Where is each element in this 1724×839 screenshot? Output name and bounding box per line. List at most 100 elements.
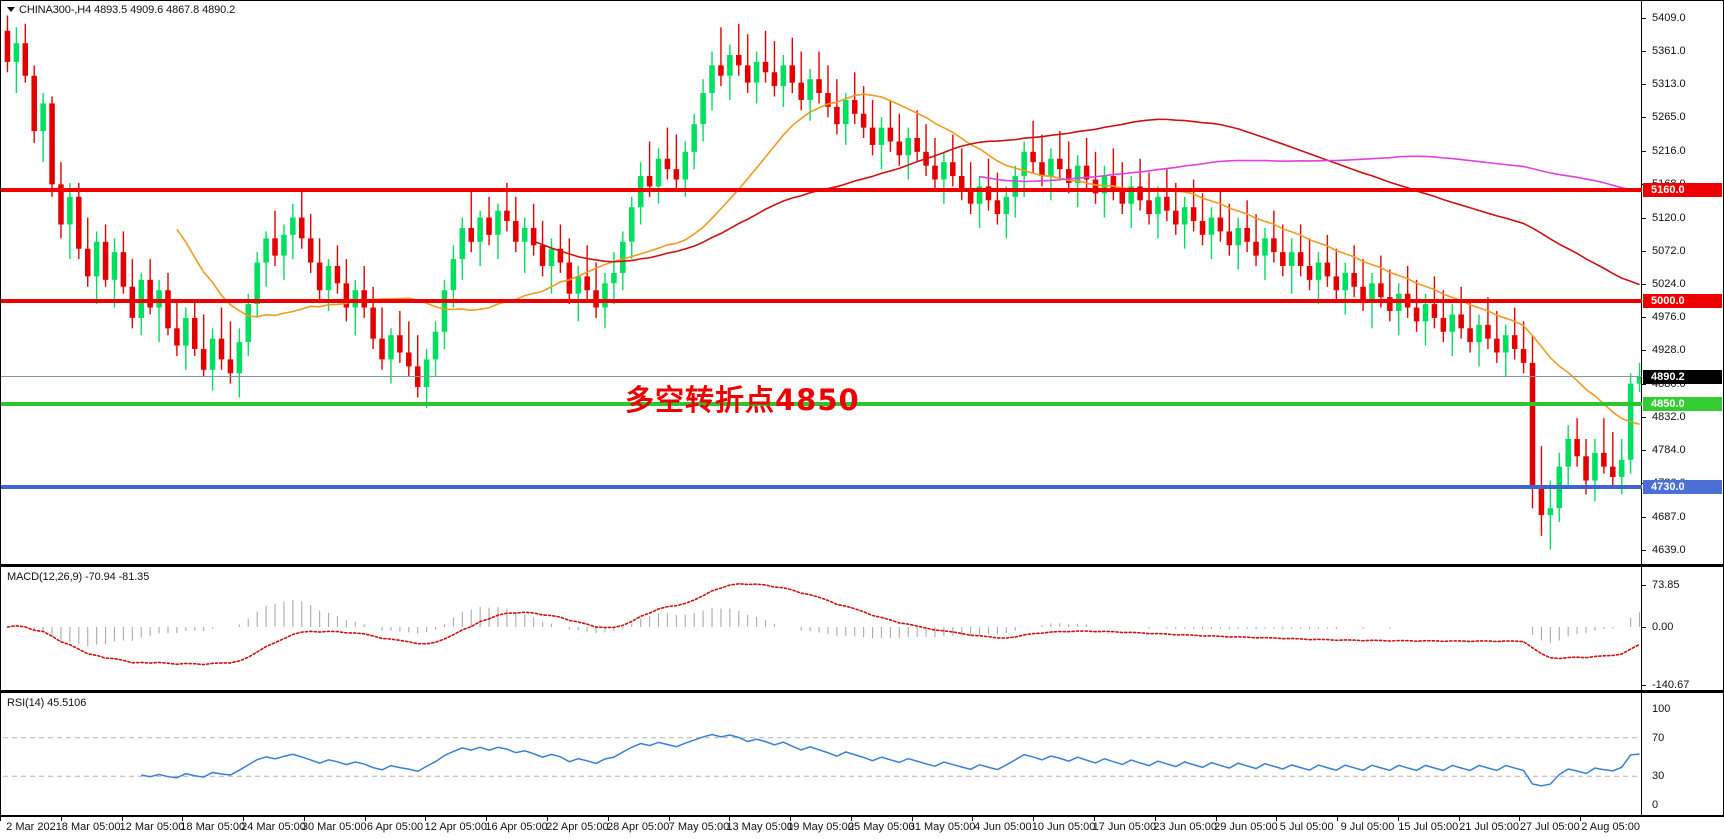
time-tick-mark <box>1458 817 1460 821</box>
price-tick: 4687.0 <box>1642 511 1723 523</box>
rsi-tick: 0 <box>1652 799 1659 811</box>
macd-label: MACD(12,26,9) -70.94 -81.35 <box>7 571 150 583</box>
time-tick-mark <box>547 817 548 821</box>
price-tag-resistance[interactable]: 5000.0 <box>1643 293 1722 308</box>
time-tick-label: 15 Jul 05:00 <box>1398 821 1459 833</box>
macd-axis[interactable]: 73.85 0.00 -140.67 <box>1641 567 1723 690</box>
level-line-support[interactable] <box>1 485 1642 490</box>
time-tick-label: 17 Jun 05:00 <box>1092 821 1157 833</box>
time-tick-label: 27 Jul 05:00 <box>1519 821 1580 833</box>
price-tick: 5361.0 <box>1642 45 1723 57</box>
time-tick-label: 25 May 05:00 <box>847 821 915 833</box>
time-tick-label: 2 Aug 05:00 <box>1581 821 1640 833</box>
price-tick: 4928.0 <box>1642 344 1723 356</box>
macd-panel: MACD(12,26,9) -70.94 -81.35 73.85 0.00 -14… <box>0 566 1724 692</box>
time-tick-mark <box>243 817 245 821</box>
time-tick-label: 9 Jul 05:00 <box>1340 821 1395 833</box>
time-axis[interactable]: 2 Mar 2021 8 Mar 05:00 12 Mar 05:00 18 Mar … <box>0 816 1724 839</box>
time-tick-mark <box>1215 817 1217 821</box>
time-tick-label: 4 Jun 05:00 <box>974 821 1032 833</box>
time-tick-mark <box>60 817 62 821</box>
rsi-series-layer <box>3 733 1642 787</box>
rsi-tick: 70 <box>1652 731 1665 744</box>
time-tick-label: 23 Jun 05:00 <box>1153 821 1217 833</box>
price-tag-resistance[interactable]: 5160.0 <box>1643 182 1722 197</box>
time-tick-label: 19 May 05:00 <box>787 821 854 833</box>
level-line-pivot[interactable] <box>1 402 1642 407</box>
time-tick-mark <box>1094 817 1095 821</box>
time-tick-mark <box>607 817 609 821</box>
time-tick-mark <box>850 817 852 821</box>
time-tick-label: 28 Apr 05:00 <box>606 821 670 833</box>
time-tick-label: 29 Jun 05:00 <box>1214 821 1278 833</box>
collapse-caret-icon[interactable] <box>7 6 15 12</box>
price-tick: 4976.0 <box>1642 311 1723 323</box>
rsi-plot-area[interactable] <box>3 693 1642 815</box>
time-tick-mark <box>182 817 184 821</box>
price-tick: 4832.0 <box>1642 411 1723 423</box>
time-tick-label: 8 Mar 05:00 <box>61 821 121 833</box>
time-tick-mark <box>911 817 913 821</box>
price-panel: CHINA300-,H4 4893.5 4909.6 4867.8 4890.2… <box>0 0 1724 566</box>
time-tick-label: 7 May 05:00 <box>668 821 730 833</box>
price-tick: 5313.0 <box>1642 78 1723 90</box>
macd-series-layer <box>6 582 1641 666</box>
time-tick-mark <box>1154 817 1156 821</box>
time-tick-mark <box>729 817 731 821</box>
time-tick-label: 6 Apr 05:00 <box>366 821 424 833</box>
time-tick-mark <box>1033 817 1035 821</box>
time-tick-mark <box>121 817 123 821</box>
time-tick-mark <box>1397 817 1399 821</box>
macd-tick: 0.00 <box>1642 621 1723 633</box>
macd-plot-area[interactable] <box>3 567 1642 690</box>
price-tag-last-price[interactable]: 4890.2 <box>1643 369 1722 384</box>
time-tick-mark <box>425 817 427 821</box>
time-tick-label: 21 Jul 05:00 <box>1459 821 1520 833</box>
price-tick: 5072.0 <box>1642 245 1723 257</box>
time-tick-label: 5 Jul 05:00 <box>1279 821 1334 833</box>
time-tick-mark <box>1519 817 1521 821</box>
rsi-tick: 30 <box>1652 770 1665 783</box>
price-tag-support[interactable]: 4730.0 <box>1643 480 1722 495</box>
price-tick: 5024.0 <box>1642 278 1723 290</box>
symbol-header-text: CHINA300-,H4 4893.5 4909.6 4867.8 4890.2 <box>19 4 236 16</box>
price-tag-pivot[interactable]: 4850.0 <box>1643 397 1722 412</box>
time-tick-mark <box>303 817 305 821</box>
time-tick-label: 10 Jun 05:00 <box>1031 821 1096 833</box>
level-line-last_price[interactable] <box>1 376 1642 378</box>
time-tick-mark <box>364 817 366 821</box>
price-axis[interactable]: 5409.05361.05313.05265.05216.05168.05120… <box>1641 1 1723 564</box>
level-line-resistance_1[interactable] <box>1 187 1642 192</box>
time-tick-mark <box>1276 817 1278 821</box>
time-tick-label: 2 Mar 2021 <box>6 821 62 833</box>
time-tick-label: 24 Mar 05:00 <box>241 821 306 833</box>
rsi-tick: 100 <box>1652 703 1671 715</box>
symbol-header: CHINA300-,H4 4893.5 4909.6 4867.8 4890.2 <box>7 4 235 16</box>
rsi-panel: RSI(14) 45.5106 100 70 30 0 <box>0 692 1724 816</box>
level-line-resistance_2[interactable] <box>1 298 1642 303</box>
time-tick-mark <box>486 817 488 821</box>
rsi-axis[interactable]: 100 70 30 0 <box>1641 693 1723 815</box>
time-tick-label: 16 Apr 05:00 <box>485 821 548 833</box>
price-tick: 5265.0 <box>1642 111 1723 123</box>
chart-annotation: 多空转折点4850 <box>625 383 860 417</box>
price-plot-area[interactable] <box>3 1 1642 564</box>
time-tick-mark <box>668 817 670 821</box>
price-tick: 5120.0 <box>1642 212 1723 224</box>
price-tick: 4639.0 <box>1642 544 1723 556</box>
time-tick-mark <box>1580 817 1582 821</box>
macd-tick: -140.67 <box>1642 679 1723 690</box>
rsi-label: RSI(14) 45.5106 <box>7 697 87 709</box>
price-tick: 4784.0 <box>1642 444 1723 456</box>
price-tick: 5216.0 <box>1642 145 1723 157</box>
macd-tick: 73.85 <box>1642 579 1723 591</box>
time-tick-label: 22 Apr 05:00 <box>546 821 609 833</box>
time-tick-mark <box>972 817 974 821</box>
time-tick-label: 31 May 05:00 <box>908 821 976 833</box>
time-tick-mark <box>0 817 1 821</box>
time-tick-mark <box>1337 817 1339 821</box>
time-tick-mark <box>790 817 792 821</box>
time-tick-label: 13 May 05:00 <box>726 821 794 833</box>
time-tick-label: 12 Mar 05:00 <box>119 821 185 833</box>
